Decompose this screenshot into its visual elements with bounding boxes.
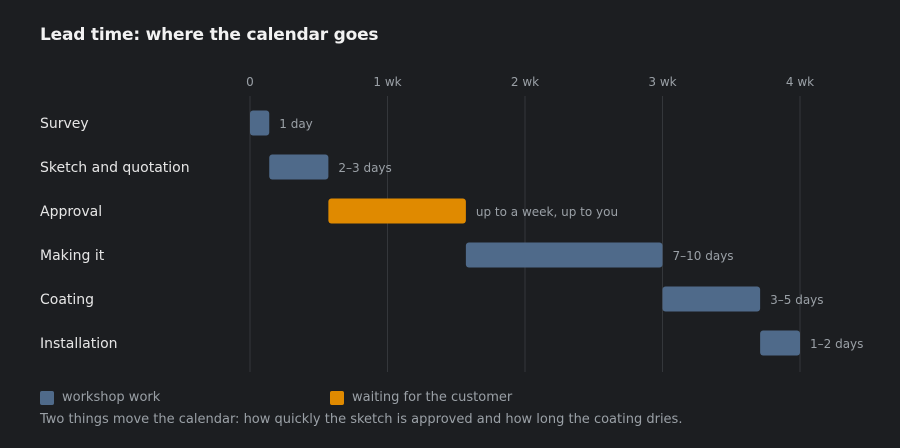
task-bar-3: [465, 242, 663, 268]
legend-label-waiting: waiting for the customer: [352, 390, 513, 405]
task-name-3: Making it: [40, 248, 105, 264]
task-name-2: Approval: [40, 204, 102, 220]
task-duration-label-2: up to a week, up to you: [476, 205, 618, 219]
legend-swatch-workshop: [40, 390, 54, 405]
x-tick-label-0: 0: [246, 75, 254, 89]
task-bar-5: [760, 330, 800, 356]
legend-item-waiting: waiting for the customer: [330, 390, 512, 405]
x-tick-label-3: 3 wk: [648, 75, 676, 89]
task-duration-label-5: 1–2 days: [810, 337, 863, 351]
task-name-0: Survey: [40, 116, 89, 132]
task-bar-4: [662, 286, 761, 312]
task-bar-1: [269, 154, 329, 180]
legend-label-workshop: workshop work: [62, 390, 161, 405]
task-bar-0: [250, 110, 270, 136]
chart-footnote: Two things move the calendar: how quickl…: [40, 412, 683, 427]
x-tick-label-1: 1 wk: [373, 75, 401, 89]
task-duration-label-0: 1 day: [279, 117, 313, 131]
task-duration-label-1: 2–3 days: [338, 161, 391, 175]
task-duration-label-4: 3–5 days: [770, 293, 823, 307]
legend-item-workshop: workshop work: [40, 390, 160, 405]
task-duration-label-3: 7–10 days: [673, 249, 734, 263]
task-name-5: Installation: [40, 336, 118, 352]
legend-swatch-waiting: [330, 390, 344, 405]
task-name-1: Sketch and quotation: [40, 160, 190, 176]
task-name-4: Coating: [40, 292, 94, 308]
chart-title: Lead time: where the calendar goes: [40, 25, 379, 45]
task-bar-2: [328, 198, 466, 224]
x-tick-label-4: 4 wk: [786, 75, 814, 89]
x-tick-label-2: 2 wk: [511, 75, 539, 89]
